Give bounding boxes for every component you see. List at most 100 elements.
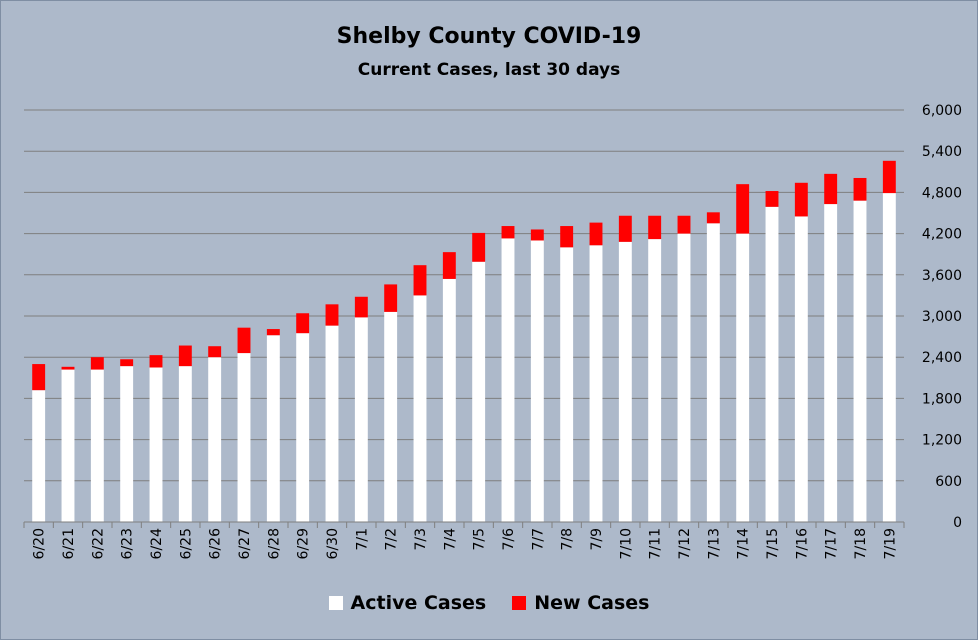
bar-active-cases [648, 239, 662, 523]
bar-new-cases [618, 215, 632, 242]
y-tick-label: 4,800 [922, 185, 962, 201]
y-tick-label: 3,600 [922, 268, 962, 284]
bar-active-cases [149, 367, 163, 522]
x-tick-label: 7/19 [882, 528, 898, 559]
x-tick-label: 7/7 [530, 528, 546, 551]
x-tick-label: 6/20 [32, 528, 48, 559]
bar-new-cases [208, 346, 222, 358]
bar-new-cases [266, 329, 280, 336]
bar-new-cases [120, 359, 134, 367]
legend-item-new: New Cases [512, 592, 649, 614]
bar-new-cases [648, 215, 662, 240]
bar-new-cases [882, 160, 896, 194]
bar-active-cases [120, 366, 134, 522]
bar-new-cases [560, 226, 574, 248]
bar-active-cases [354, 317, 368, 522]
chart-subtitle: Current Cases, last 30 days [357, 60, 621, 80]
bar-active-cases [442, 278, 456, 522]
x-tick-label: 7/6 [501, 528, 517, 551]
x-tick-label: 6/29 [296, 528, 312, 559]
bar-active-cases [266, 335, 280, 522]
bar-new-cases [589, 222, 603, 246]
bar-new-cases [472, 232, 486, 262]
bar-new-cases [384, 284, 398, 312]
bar-active-cases [560, 247, 574, 523]
bar-active-cases [882, 193, 896, 522]
bar-new-cases [296, 313, 310, 334]
x-tick-label: 7/2 [384, 528, 400, 551]
bar-active-cases [706, 223, 720, 523]
bar-active-cases [208, 357, 222, 522]
bar-active-cases [472, 261, 486, 522]
x-tick-label: 6/30 [325, 528, 341, 559]
y-tick-label: 4,200 [922, 227, 962, 243]
x-tick-label: 6/23 [120, 528, 136, 559]
y-tick-label: 5,400 [922, 144, 962, 160]
x-tick-label: 6/21 [61, 528, 77, 559]
bar-active-cases [589, 245, 603, 523]
chart-title: Shelby County COVID-19 [336, 24, 642, 49]
y-tick-label: 6,000 [922, 103, 962, 119]
x-tick-label: 6/26 [208, 528, 224, 560]
bar-new-cases [442, 252, 456, 279]
bar-new-cases [853, 177, 867, 201]
y-tick-label: 0 [953, 515, 962, 531]
bar-active-cases [501, 238, 515, 522]
bar-new-cases [61, 366, 75, 370]
y-tick-label: 1,200 [922, 433, 962, 449]
bar-new-cases [794, 182, 808, 217]
x-tick-label: 7/18 [853, 528, 869, 559]
x-tick-label: 7/12 [677, 528, 693, 559]
legend-swatch-active [328, 596, 343, 610]
bar-new-cases [501, 226, 515, 239]
x-tick-label: 7/10 [618, 528, 634, 559]
bar-active-cases [237, 353, 251, 522]
bar-active-cases [325, 325, 339, 522]
legend-swatch-new [512, 596, 527, 610]
x-tick-label: 7/4 [442, 528, 458, 551]
bar-new-cases [325, 304, 339, 326]
bar-new-cases [706, 212, 720, 224]
bar-active-cases [32, 390, 46, 522]
bar-active-cases [618, 241, 632, 522]
bar-active-cases [384, 311, 398, 522]
legend-label-new: New Cases [534, 592, 650, 614]
bar-new-cases [765, 191, 779, 207]
bar-new-cases [677, 215, 691, 234]
x-tick-label: 6/22 [90, 528, 106, 559]
bar-active-cases [90, 369, 104, 522]
x-tick-label: 7/14 [736, 528, 752, 560]
gridlines [24, 109, 904, 482]
bar-new-cases [824, 173, 838, 205]
bar-active-cases [296, 333, 310, 522]
x-tick-label: 6/28 [266, 528, 282, 559]
x-tick-label: 7/13 [706, 528, 722, 559]
x-tick-label: 7/16 [794, 528, 810, 560]
bar-new-cases [149, 355, 163, 368]
bar-active-cases [61, 369, 75, 522]
bar-active-cases [413, 295, 427, 522]
bar-new-cases [413, 265, 427, 296]
bar-new-cases [530, 229, 544, 241]
legend-label-active: Active Cases [350, 592, 487, 614]
x-tick-label: 7/5 [472, 528, 488, 551]
x-tick-label: 7/8 [560, 528, 576, 551]
x-tick-label: 6/27 [237, 528, 253, 559]
axes: 0 600 1,200 1,800 2,400 3,000 3,600 4,200 4,800 5… [23, 103, 962, 560]
bar-active-cases [853, 200, 867, 522]
bar-active-cases [765, 206, 779, 522]
y-tick-label: 3,000 [922, 309, 962, 325]
x-tick-label: 7/15 [765, 528, 781, 559]
bar-new-cases [32, 364, 46, 391]
x-tick-label: 6/24 [149, 528, 165, 560]
bars [32, 160, 896, 523]
bar-active-cases [178, 366, 192, 522]
x-tick-label: 7/3 [413, 528, 429, 551]
bar-active-cases [530, 240, 544, 522]
bar-active-cases [736, 233, 750, 522]
y-tick-label: 2,400 [922, 350, 962, 366]
bar-new-cases [354, 296, 368, 318]
bar-new-cases [178, 345, 192, 367]
bar-active-cases [824, 204, 838, 522]
